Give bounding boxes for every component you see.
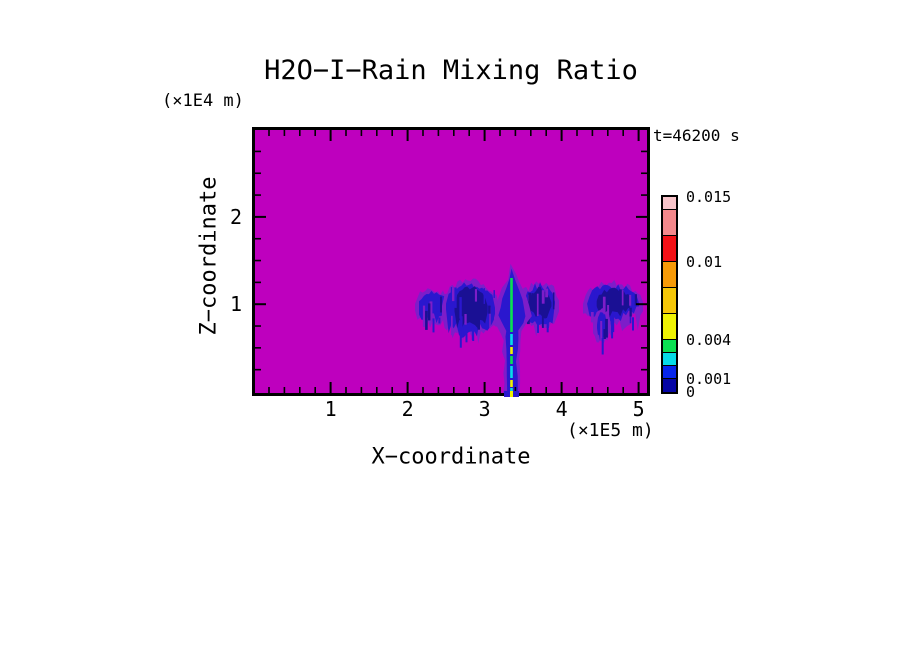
x-tick-label-1: 1	[324, 397, 337, 421]
cloud-streak	[425, 310, 428, 330]
cloud-streak	[528, 292, 532, 316]
virga-wisp	[610, 316, 613, 334]
plot-title: H2O−I−Rain Mixing Ratio	[264, 55, 638, 86]
cloud-streak	[600, 321, 603, 342]
cloud-streak	[459, 297, 462, 319]
cloud-streak	[541, 308, 544, 328]
cloud-streak	[619, 289, 622, 307]
virga-wisp	[432, 318, 435, 333]
cloud-streak	[605, 318, 608, 338]
cloud-streak	[452, 287, 455, 302]
shaft-line-yellow	[510, 347, 513, 354]
cloud-streak	[603, 329, 606, 339]
cloud-streak	[422, 305, 426, 327]
x-tick-label-4: 4	[555, 397, 568, 421]
colorbar-label-0.01: 0.01	[686, 253, 723, 271]
cloud-streak	[474, 289, 477, 302]
cloud-streak	[634, 294, 637, 306]
colorbar-segment	[663, 340, 676, 353]
cloud-streak	[629, 294, 632, 306]
colorbar-label-0: 0	[686, 383, 696, 401]
x-tick-label-3: 3	[478, 397, 491, 421]
cloud-streak	[541, 290, 545, 304]
shaft-line-cyan	[510, 366, 513, 378]
plot-area-frame	[252, 127, 650, 396]
cloud-streak	[552, 292, 555, 310]
cloud-streak	[440, 296, 442, 313]
shaft-line-segment	[510, 391, 513, 397]
x-tick-label-5: 5	[632, 397, 645, 421]
shaft-line-cyan	[510, 388, 513, 393]
cloud-streak	[629, 307, 632, 317]
x-axis-label: X−coordinate	[371, 444, 531, 470]
colorbar-segment	[663, 262, 676, 288]
colorbar-label-0.001: 0.001	[686, 370, 732, 388]
cloud-streak	[493, 290, 495, 298]
shaft-line-yellow	[510, 380, 513, 387]
cloud-streak	[489, 307, 491, 329]
cloud-streak	[602, 296, 606, 318]
cloud-streak	[545, 288, 549, 298]
colorbar	[661, 195, 678, 394]
cloud-streak	[451, 315, 453, 336]
z-tick-label-1: 1	[229, 292, 242, 317]
virga-wisp	[459, 330, 462, 348]
colorbar-segment	[663, 197, 676, 210]
virga-wisp	[632, 317, 634, 331]
virga-wisp	[537, 320, 539, 333]
timestamp-label: t=46200 s	[653, 126, 740, 145]
virga-wisp	[438, 317, 441, 324]
cloud-streak	[429, 301, 433, 321]
cloud-streak	[428, 303, 431, 321]
cloud-streak	[614, 298, 618, 309]
shaft-line-cyan	[510, 334, 513, 345]
virga-wisp	[601, 338, 604, 355]
cloud-streak	[477, 294, 480, 304]
colorbar-label-0.015: 0.015	[686, 188, 732, 206]
cloud-streak	[460, 316, 463, 338]
colorbar-segment	[663, 288, 676, 314]
colorbar-segment	[663, 236, 676, 262]
shaft-line-green	[510, 356, 513, 364]
virga-wisp	[546, 320, 549, 328]
cloud-streak	[488, 305, 491, 314]
cloud-streak	[483, 288, 485, 304]
z-tick-label-2: 2	[229, 204, 242, 229]
colorbar-segment	[663, 210, 676, 236]
x-tick-label-2: 2	[401, 397, 414, 421]
cloud-streak	[590, 312, 594, 323]
cloud-streak	[436, 303, 440, 312]
cloud-streak	[464, 314, 467, 325]
cloud-streak	[477, 310, 480, 330]
colorbar-segment	[663, 366, 676, 379]
mixing-ratio-field-svg	[255, 130, 647, 393]
colorbar-label-0.004: 0.004	[686, 331, 732, 349]
precip-shaft-axis-crossing	[504, 391, 519, 397]
cloud-streak	[536, 293, 539, 316]
cloud-streak	[621, 290, 624, 306]
virga-wisp	[471, 327, 474, 340]
virga-wisp	[465, 327, 468, 343]
virga-wisp	[461, 327, 464, 337]
y-units-label: (×1E4 m)	[162, 91, 244, 111]
colorbar-segment	[663, 379, 676, 392]
colorbar-segment	[663, 314, 676, 340]
cloud-streak	[594, 292, 597, 314]
x-units-label: (×1E5 m)	[567, 420, 654, 441]
virga-wisp	[612, 315, 615, 333]
shaft-line-green	[510, 278, 513, 332]
cloud-streak	[454, 287, 457, 308]
colorbar-segment	[663, 353, 676, 366]
